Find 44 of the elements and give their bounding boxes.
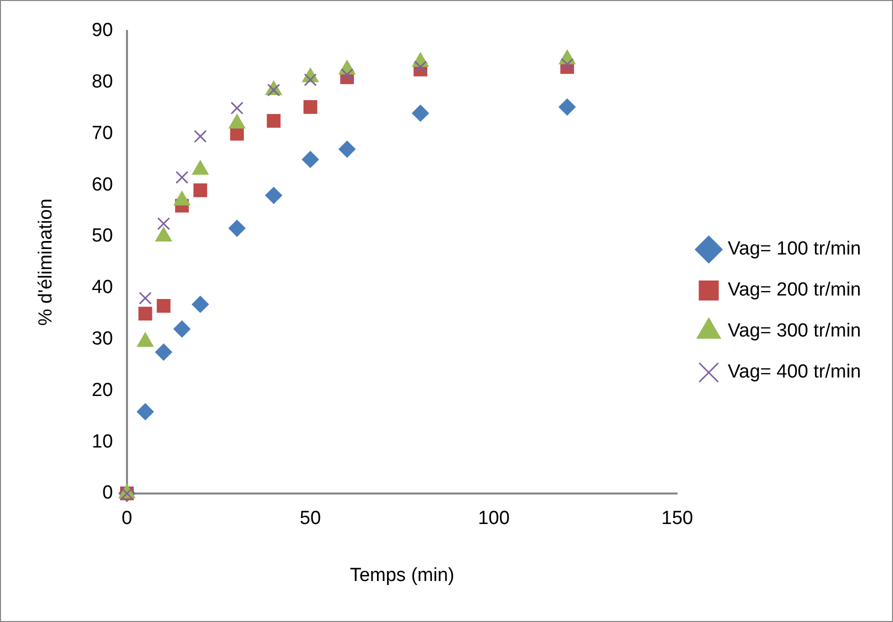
y-tick-label: 50 xyxy=(92,226,113,247)
point xyxy=(302,150,319,168)
y-tick-label: 80 xyxy=(92,72,113,93)
point xyxy=(266,114,281,128)
point xyxy=(176,171,188,184)
y-tick-label: 60 xyxy=(92,174,113,196)
y-tick-label: 40 xyxy=(92,277,113,298)
point xyxy=(138,306,152,320)
y-tick-label: 0 xyxy=(102,482,113,504)
x-tick-label: 50 xyxy=(300,508,321,530)
y-tick-label: 70 xyxy=(92,122,113,144)
legend-label: Vag= 100 tr/min xyxy=(728,238,862,260)
point xyxy=(230,126,244,141)
point xyxy=(414,60,427,74)
point xyxy=(412,104,429,122)
y-tick-label: 10 xyxy=(92,431,113,452)
point xyxy=(156,299,170,313)
legend-label: Vag= 400 tr/min xyxy=(728,362,862,383)
point xyxy=(136,403,154,420)
legend-label: Vag= 300 tr/min xyxy=(728,320,862,342)
point xyxy=(193,183,208,198)
point xyxy=(194,130,207,143)
point xyxy=(138,292,152,305)
y-axis-title: % d'élimination xyxy=(36,198,57,326)
y-tick-label: 30 xyxy=(92,328,113,350)
point xyxy=(157,217,170,230)
point xyxy=(192,296,209,313)
point xyxy=(228,220,246,237)
x-tick-label: 0 xyxy=(122,508,132,530)
x-axis-title: Temps (min) xyxy=(350,564,454,586)
x-tick-label: 150 xyxy=(661,508,694,530)
point xyxy=(558,98,576,116)
y-tick-label: 90 xyxy=(92,20,113,42)
point xyxy=(173,320,190,338)
point xyxy=(265,186,282,204)
point xyxy=(230,102,244,114)
y-tick-label: 20 xyxy=(92,380,113,401)
point xyxy=(304,100,318,114)
legend-label: Vag= 200 tr/min xyxy=(728,280,862,301)
x-tick-label: 100 xyxy=(478,508,510,530)
point xyxy=(155,344,172,361)
point xyxy=(560,58,574,71)
point xyxy=(340,68,354,82)
point xyxy=(338,140,356,158)
